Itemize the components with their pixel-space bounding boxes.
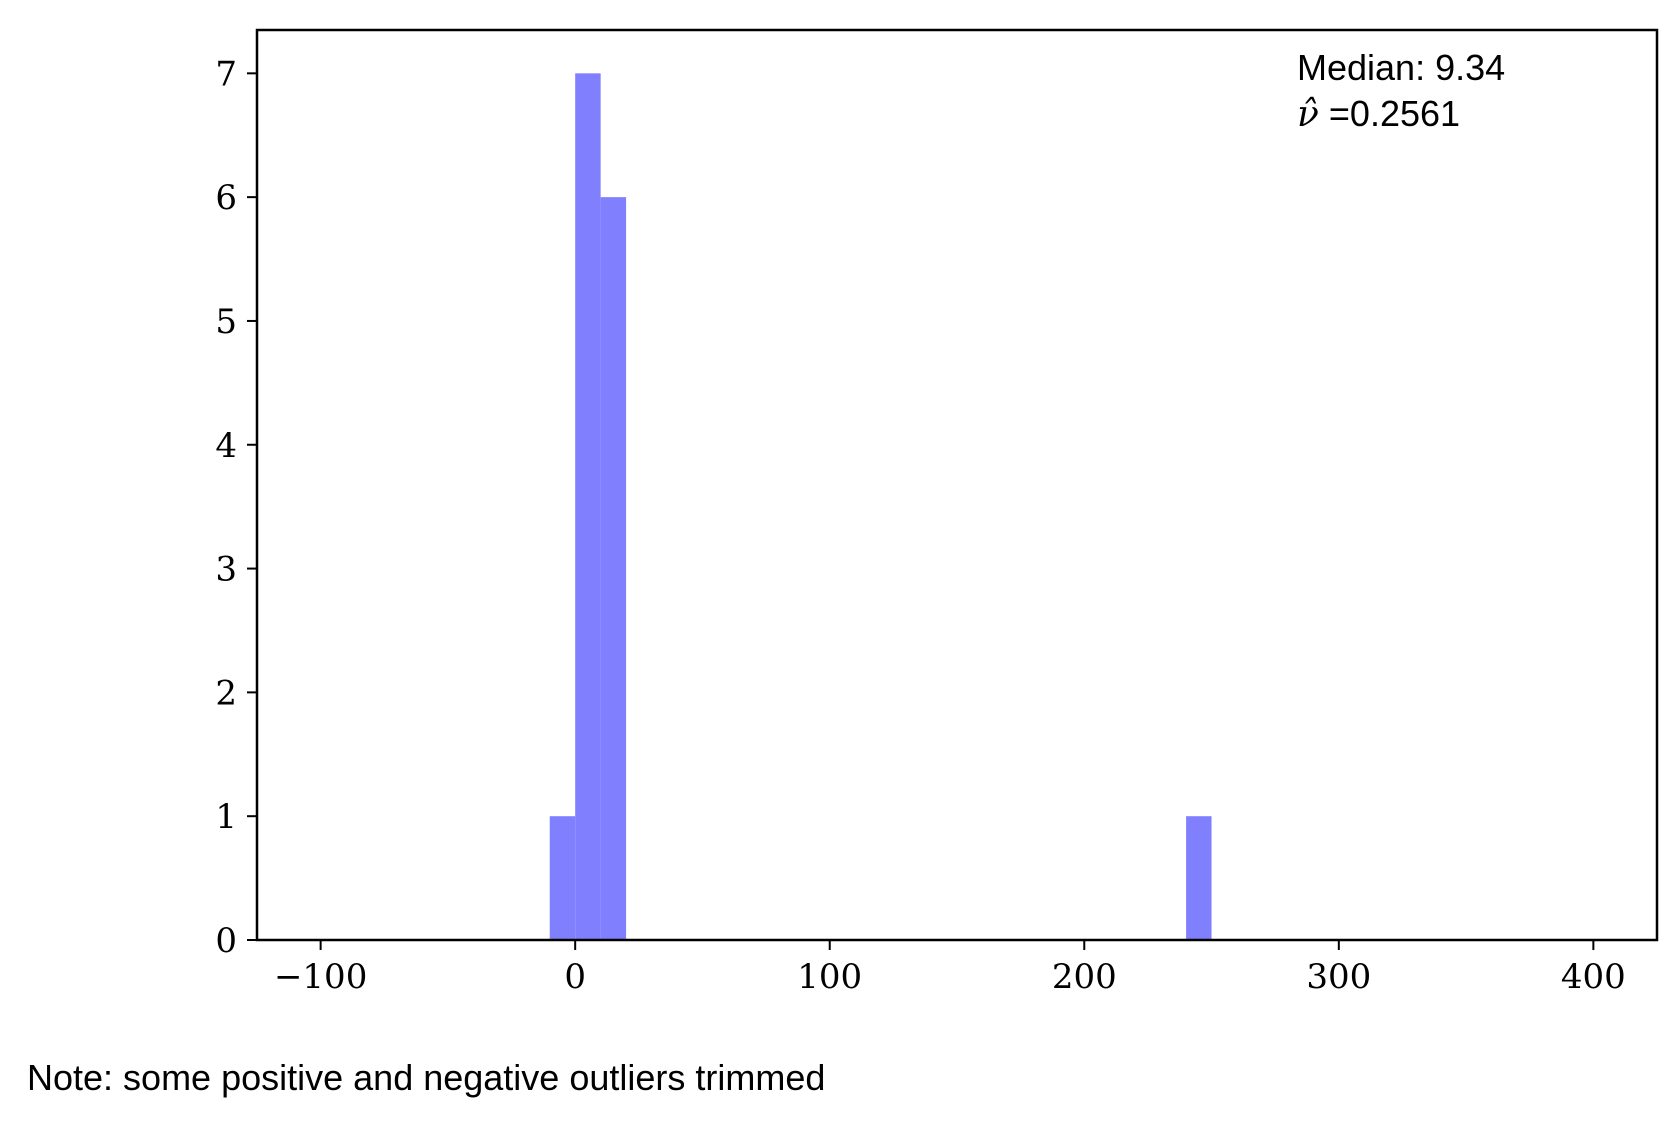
nu-value: =0.2561 xyxy=(1319,93,1460,134)
y-tick-label: 3 xyxy=(215,550,237,590)
x-axis-ticks: −100 0 100 200 300 400 xyxy=(274,940,1626,997)
x-tick-label: 400 xyxy=(1561,957,1626,997)
nu-annotation: ν̂ =0.2561 xyxy=(1297,93,1460,135)
y-tick-label: 4 xyxy=(215,426,237,466)
x-tick-label: 100 xyxy=(797,957,862,997)
plot-frame xyxy=(255,28,1659,942)
histogram-bar-1 xyxy=(575,73,601,941)
y-tick-label: 2 xyxy=(215,673,237,713)
y-axis-ticks: 0 1 2 3 4 5 6 7 xyxy=(215,54,257,961)
y-tick-label: 6 xyxy=(215,178,237,218)
y-tick-label: 1 xyxy=(215,797,237,837)
histogram-bar-0 xyxy=(549,816,576,940)
histogram-bar-3 xyxy=(1186,816,1212,940)
bars-group xyxy=(549,73,1212,941)
y-tick-label: 7 xyxy=(215,54,237,94)
nu-symbol: ν̂ xyxy=(1297,94,1319,135)
x-tick-label: 200 xyxy=(1052,957,1117,997)
trim-note: Note: some positive and negative outlier… xyxy=(27,1057,825,1098)
y-tick-label: 0 xyxy=(215,921,237,961)
x-tick-label: 300 xyxy=(1306,957,1371,997)
y-tick-label: 5 xyxy=(215,302,237,342)
median-annotation: Median: 9.34 xyxy=(1297,47,1505,88)
histogram-bar-2 xyxy=(600,197,627,941)
x-tick-label: −100 xyxy=(274,957,367,997)
x-tick-label: 0 xyxy=(564,957,586,997)
